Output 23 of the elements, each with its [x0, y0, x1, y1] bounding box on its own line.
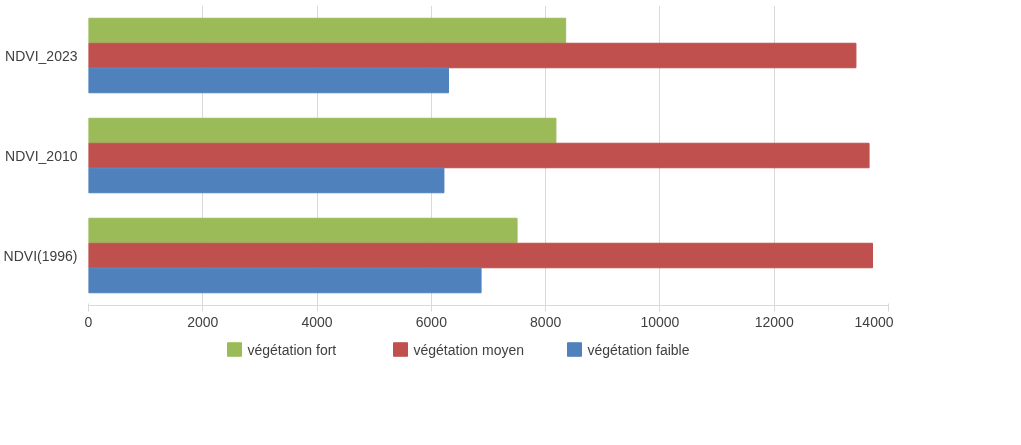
bar	[88, 267, 482, 294]
bar	[88, 167, 445, 194]
bar	[88, 67, 449, 94]
bar	[88, 42, 857, 69]
x-tick-label: 4000	[301, 313, 333, 330]
legend-label: végétation moyen	[413, 341, 525, 358]
x-tick-label: 6000	[415, 313, 448, 330]
x-tick-label: 12000	[754, 313, 794, 330]
x-tick-label: 10000	[640, 313, 680, 330]
x-tick-label: 8000	[530, 313, 562, 330]
y-tick-label: NDVI_2023	[5, 47, 78, 64]
x-tick-label: 14000	[854, 313, 894, 330]
y-tick-label: NDVI(1996)	[3, 247, 78, 264]
x-tick-label: 2000	[187, 313, 219, 330]
bar	[88, 142, 870, 169]
bar	[88, 242, 873, 269]
bar	[88, 217, 518, 244]
x-tick-label: 0	[84, 313, 93, 330]
bar	[88, 117, 557, 144]
y-tick-label: NDVI_2010	[5, 147, 78, 164]
bar	[88, 17, 567, 44]
legend-label: végétation fort	[247, 341, 337, 358]
legend-label: végétation faible	[587, 341, 690, 358]
